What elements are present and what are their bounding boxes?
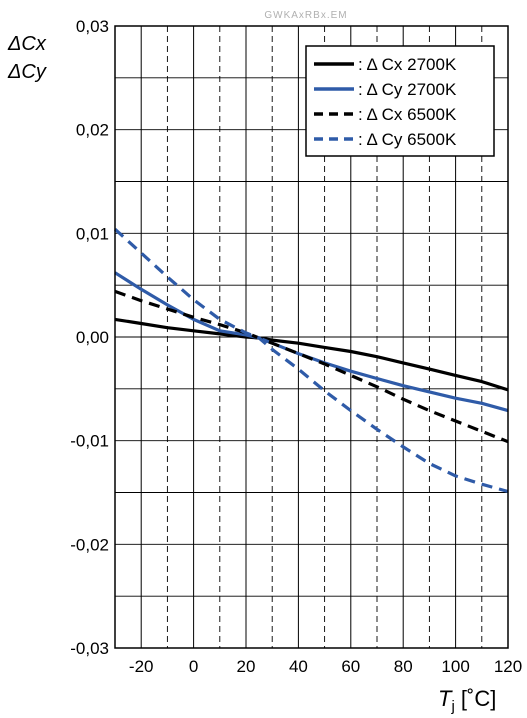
y-axis-label-line-2: ΔCy [7, 61, 47, 83]
legend-label: : Δ Cy 2700K [358, 80, 457, 99]
y-tick-label: 0,01 [76, 224, 109, 243]
x-tick-label: 0 [189, 657, 198, 676]
x-tick-label: 20 [237, 657, 256, 676]
watermark: GWKAxRBx.EM [264, 10, 347, 21]
x-tick-label: 100 [441, 657, 469, 676]
series-line-3 [114, 289, 509, 444]
y-tick-label: 0,00 [76, 328, 109, 347]
x-tick-labels: -20 0 20 40 60 80 100 120 [129, 657, 522, 676]
y-tick-label: -0,03 [70, 639, 109, 658]
y-tick-label: -0,02 [70, 535, 109, 554]
series-line-2 [114, 271, 509, 413]
x-tick-label: -20 [129, 657, 154, 676]
x-axis-label-main: T [438, 686, 453, 711]
y-tick-labels: -0,03 -0,02 -0,01 0,00 0,01 0,02 0,03 [70, 17, 109, 658]
legend-label: : Δ Cy 6500K [358, 130, 457, 149]
legend-label: : Δ Cx 2700K [358, 55, 457, 74]
legend-label: : Δ Cx 6500K [358, 105, 457, 124]
plot-frame [114, 25, 509, 649]
series-line-4 [113, 228, 509, 494]
y-axis-label-line-1: ΔCx [7, 33, 47, 55]
y-tick-label: 0,03 [76, 17, 109, 36]
y-tick-label: 0,02 [76, 121, 109, 140]
x-tick-label: 120 [494, 657, 522, 676]
y-tick-label: -0,01 [70, 432, 109, 451]
x-axis-label-unit: [˚C] [455, 686, 497, 711]
x-axis-label: Tj [˚C] [438, 686, 496, 715]
x-axis-label-sub: j [450, 698, 454, 715]
x-tick-label: 60 [341, 657, 360, 676]
series-line-1 [114, 317, 509, 392]
x-tick-label: 80 [394, 657, 413, 676]
x-tick-label: 40 [289, 657, 308, 676]
series-layer [113, 228, 509, 494]
legend: : Δ Cx 2700K : Δ Cy 2700K : Δ Cx 6500K : Δ … [305, 45, 495, 157]
